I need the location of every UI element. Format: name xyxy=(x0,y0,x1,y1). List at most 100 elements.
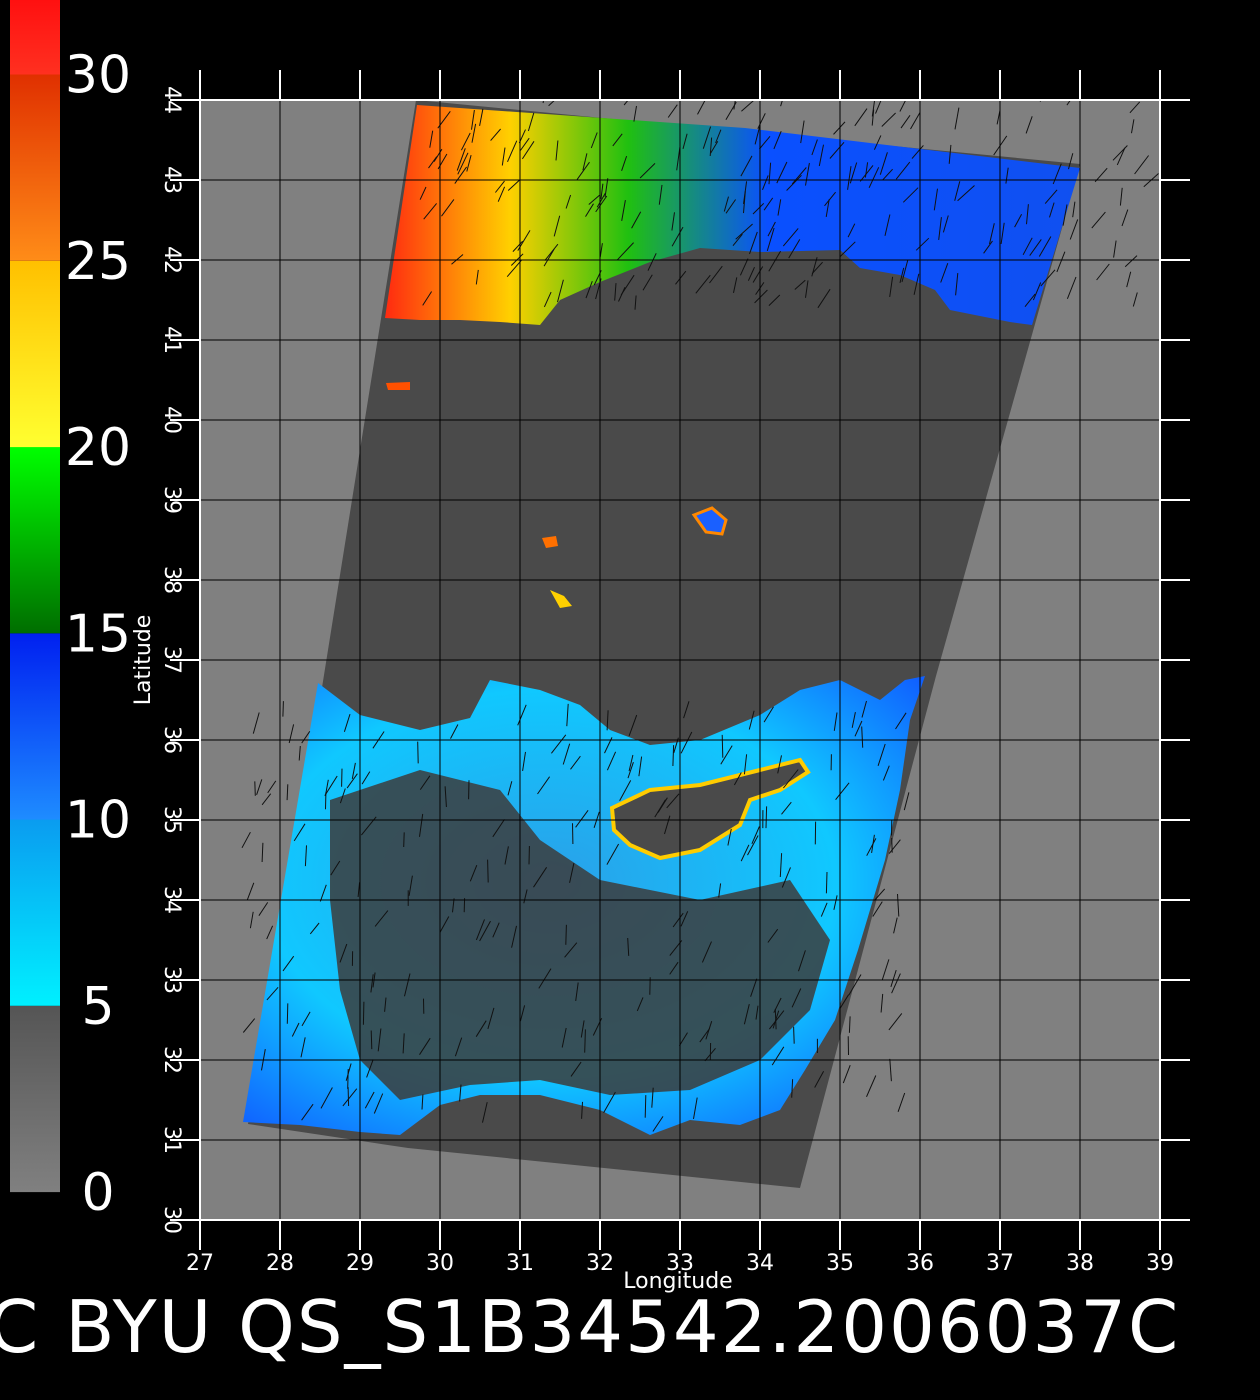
wind-barb xyxy=(699,1028,711,1043)
wind-barb xyxy=(581,1101,583,1119)
wind-barb xyxy=(889,276,894,297)
lat-tick-label: 44 xyxy=(159,86,184,114)
wind-barb xyxy=(693,1097,698,1119)
wind-barb xyxy=(880,993,884,1013)
wind-barb xyxy=(897,893,900,917)
wind-barb xyxy=(282,701,284,717)
wind-barb xyxy=(666,793,680,809)
colorbar-label: 0 xyxy=(81,1163,114,1223)
wind-barb xyxy=(872,901,883,917)
wind-barb xyxy=(304,845,307,867)
wind-barb xyxy=(636,997,644,1012)
wind-barb xyxy=(419,186,427,200)
wind-barb xyxy=(913,273,920,295)
wind-barb xyxy=(422,291,433,306)
wind-barb xyxy=(697,100,706,115)
wind-barb xyxy=(634,295,637,310)
wind-barb xyxy=(533,867,548,888)
wind-barb xyxy=(755,1005,759,1020)
wind-barb xyxy=(507,781,513,796)
colorbar-label: 30 xyxy=(65,46,131,106)
lake-small-2 xyxy=(550,590,572,608)
wind-barb xyxy=(466,154,472,172)
wind-barb xyxy=(678,1032,688,1047)
wind-barb xyxy=(364,1091,375,1109)
wind-barb xyxy=(261,793,272,806)
wind-barb xyxy=(454,1037,463,1057)
wind-barb xyxy=(475,269,479,285)
wind-barb xyxy=(319,884,327,902)
wind-barb xyxy=(347,1087,350,1107)
wind-barb xyxy=(701,941,712,963)
lon-tick-label: 38 xyxy=(1066,1251,1094,1276)
wind-barb xyxy=(833,121,846,135)
wind-barb xyxy=(710,140,719,154)
wind-barb xyxy=(590,132,598,149)
wind-barb xyxy=(910,112,921,130)
wind-barb xyxy=(519,137,530,151)
wind-barb xyxy=(452,898,455,913)
wind-barb xyxy=(757,113,766,129)
wind-barb xyxy=(833,895,838,910)
wind-barb xyxy=(901,260,909,283)
wind-barb xyxy=(900,115,911,129)
wind-barb xyxy=(854,108,868,127)
colorbar-segment xyxy=(10,819,60,1006)
wind-barb xyxy=(370,974,374,993)
wind-barb xyxy=(766,227,775,252)
wind-barb xyxy=(402,1033,405,1054)
wind-barb xyxy=(1113,240,1117,258)
mediterranean-dark-patch xyxy=(330,770,830,1100)
wind-barb xyxy=(588,194,600,205)
lon-tick-label: 28 xyxy=(266,1251,294,1276)
wind-barb xyxy=(347,1068,349,1089)
wind-barb xyxy=(791,988,802,1008)
wind-barb xyxy=(740,844,750,862)
colorbar-segment xyxy=(10,260,60,448)
wind-barb xyxy=(891,837,893,853)
wind-barb xyxy=(915,237,930,251)
wind-barb xyxy=(627,762,634,779)
wind-barb xyxy=(301,1103,314,1121)
colorbar-segment xyxy=(10,447,60,634)
wind-barb xyxy=(847,223,856,238)
wind-barb xyxy=(1024,293,1036,308)
wind-barb xyxy=(848,974,862,996)
wind-barb xyxy=(740,155,753,177)
wind-barb xyxy=(522,751,526,771)
wind-barb xyxy=(1049,202,1055,218)
wind-barb xyxy=(866,838,877,856)
wind-barb xyxy=(617,242,634,261)
axis-ticks: 27 28 29 30 31 32 33 34 35 36 37 38 39 30 31 32 33 34 35 36… xyxy=(159,70,1190,1276)
tuz-lake xyxy=(691,506,728,536)
wind-barb xyxy=(266,986,279,1001)
wind-barb xyxy=(798,950,806,972)
wind-barb xyxy=(773,131,782,150)
wind-barb xyxy=(763,197,774,211)
wind-barb xyxy=(768,294,781,306)
wind-barb xyxy=(403,832,405,848)
wind-barb xyxy=(864,162,869,178)
wind-barb xyxy=(660,100,662,101)
colorbar-label: 20 xyxy=(65,418,131,478)
wind-barb xyxy=(1062,204,1068,226)
wind-barb xyxy=(933,188,938,211)
wind-barb xyxy=(839,241,856,257)
wind-barb xyxy=(735,223,753,240)
wind-barb xyxy=(504,846,509,865)
wind-barb xyxy=(825,871,828,894)
wind-barb xyxy=(419,1037,431,1055)
wind-barb xyxy=(871,100,876,117)
wind-barb xyxy=(423,203,437,220)
wind-barb xyxy=(683,701,690,719)
wind-barb xyxy=(604,178,609,197)
lat-tick-label: 37 xyxy=(159,646,184,674)
wind-barb xyxy=(428,156,438,169)
wind-barb xyxy=(749,231,758,255)
wind-barb xyxy=(861,726,864,748)
wind-barb xyxy=(882,765,890,781)
wind-barb xyxy=(851,712,856,728)
wind-barb xyxy=(1129,101,1141,114)
colorbar-label: 25 xyxy=(65,232,131,292)
wind-barb xyxy=(1119,187,1123,206)
